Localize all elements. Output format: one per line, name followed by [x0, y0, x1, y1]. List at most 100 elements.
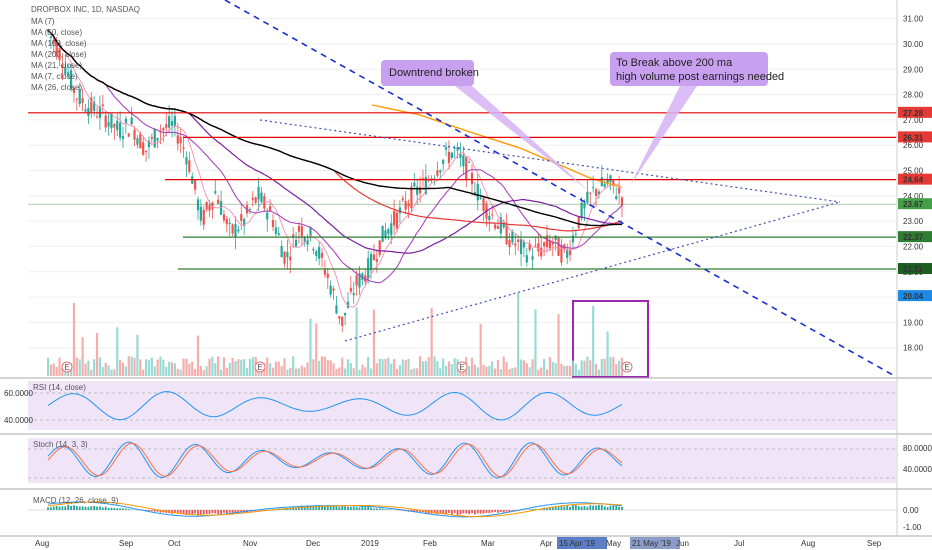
- candle-body-17: [95, 116, 99, 118]
- volume-bar-45: [176, 368, 179, 376]
- macd-hist-bar-158: [502, 510, 505, 513]
- candle-body-162: [514, 243, 517, 246]
- macd-hist-bar-178: [560, 505, 563, 510]
- candle-body-103: [343, 312, 347, 316]
- macd-hist-bar-199: [621, 506, 623, 510]
- rsi-pane[interactable]: RSI (14, close) 60.0000 40.0000: [4, 381, 896, 430]
- candle-body-30: [133, 129, 136, 140]
- candle-body-79: [274, 227, 277, 234]
- time-axis[interactable]: Aug Sep Oct Nov Dec 2019 Feb Mar Apr 15 Apr '19 Ma…: [35, 537, 882, 549]
- volume-bar-19: [101, 366, 104, 376]
- candle-body-122: [398, 207, 401, 214]
- macd-hist-bar-100: [335, 505, 338, 510]
- macd-hist-bar-61: [223, 510, 225, 513]
- y-tick-5: 26.00: [903, 141, 924, 150]
- volume-bar-175: [551, 361, 554, 376]
- callout-box-downtrend[interactable]: [381, 60, 474, 86]
- y-tick-6: 25.00: [903, 167, 924, 176]
- volume-bar-165: [522, 360, 526, 376]
- macd-hist-bar-198: [618, 506, 621, 510]
- volume-bar-109: [361, 364, 364, 376]
- macd-hist-bar-108: [358, 507, 361, 510]
- price-tag-bg-2: [898, 173, 932, 185]
- candle-body-185: [580, 202, 583, 219]
- macd-hist-bar-102: [341, 505, 344, 510]
- volume-bar-197: [615, 364, 618, 376]
- volume-bar-155: [493, 368, 497, 376]
- candle-body-90: [306, 240, 309, 245]
- volume-bar-3: [55, 366, 58, 376]
- callout-breakout-line1: To Break above 200 ma: [616, 57, 733, 69]
- macd-hist-bar-192: [600, 505, 603, 510]
- candle-body-46: [179, 137, 182, 144]
- candle-body-186: [583, 202, 586, 209]
- callout-box-breakout[interactable]: [610, 52, 768, 86]
- candle-body-129: [418, 187, 422, 194]
- volume-bar-193: [603, 358, 606, 376]
- volume-bar-156: [496, 359, 500, 376]
- volume-bar-172: [543, 359, 546, 376]
- volume-bar-130: [421, 361, 425, 376]
- macd-hist-bar-193: [603, 506, 606, 510]
- candle-body-148: [473, 192, 476, 195]
- macd-hist-bar-101: [338, 506, 341, 510]
- volume-bar-93: [315, 323, 318, 376]
- volume-bar-158: [502, 356, 505, 376]
- volume-bar-148: [473, 364, 476, 376]
- candle-body-38: [156, 137, 159, 141]
- volume-bar-179: [563, 365, 566, 376]
- volume-bar-55: [205, 366, 208, 376]
- price-tag-1: 26.31: [903, 133, 924, 142]
- time-label-14: Aug: [801, 539, 815, 548]
- stoch-pane[interactable]: Stoch (14, 3, 3) 80.0000 40.0000: [28, 438, 932, 483]
- y-tick-1: 30.00: [903, 40, 924, 49]
- y-tick-7: 24.00: [903, 192, 924, 201]
- candle-body-85: [292, 234, 295, 237]
- volume-bar-126: [410, 369, 413, 376]
- time-label-15: Sep: [867, 539, 882, 548]
- volume-bar-2: [52, 363, 55, 376]
- candle-body-101: [338, 316, 341, 319]
- volume-bar-36: [150, 357, 153, 376]
- volume-bar-163: [517, 292, 520, 376]
- volume-bar-10: [75, 357, 78, 376]
- ma-line-orange: [371, 104, 621, 188]
- volume-bar-100: [335, 368, 338, 376]
- candle-body-24: [116, 120, 119, 131]
- volume-bar-84: [289, 367, 292, 376]
- volume-bar-127: [413, 368, 416, 376]
- candle-body-104: [346, 301, 350, 308]
- price-tag-bg-0: [898, 106, 932, 118]
- volume-bar-76: [266, 357, 269, 376]
- callout-breakout-line2: high volume post earnings needed: [616, 71, 784, 83]
- volume-bar-92: [312, 359, 315, 376]
- macd-hist-bar-51: [194, 510, 197, 514]
- macd-hist-bar-6: [64, 506, 67, 510]
- candle-body-95: [320, 252, 324, 258]
- earnings-markers[interactable]: E E E E: [61, 361, 633, 373]
- volume-bar-118: [387, 357, 390, 376]
- volume-bar-173: [545, 369, 549, 376]
- volume-bar-177: [557, 314, 560, 376]
- volume-bar-178: [560, 363, 563, 376]
- macd-hist-bar-190: [595, 505, 597, 510]
- volume-bar-83: [286, 369, 289, 376]
- candle-body-25: [119, 122, 122, 138]
- macd-pane[interactable]: MACD (12, 26, close, 9) 0.00 -1.00: [28, 496, 922, 532]
- volume-bar-133: [430, 307, 433, 376]
- candle-body-15: [90, 97, 93, 112]
- candle-body-196: [612, 180, 615, 186]
- candle-body-75: [263, 196, 266, 209]
- earnings-marker-4: E: [625, 363, 630, 372]
- candle-body-91: [309, 227, 312, 237]
- macd-hist-bar-24: [116, 508, 119, 510]
- candle-body-60: [219, 201, 223, 215]
- price-level-tags: 27.28 26.31 24.64 23.67 22.37 21.11 20.04: [898, 106, 932, 302]
- macd-hist-bar-4: [58, 506, 61, 510]
- candle-body-18: [98, 106, 102, 118]
- candle-body-178: [560, 245, 563, 263]
- macd-hist-bar-195: [609, 505, 612, 510]
- candle-body-137: [442, 159, 445, 165]
- macd-hist-bar-3: [55, 505, 58, 510]
